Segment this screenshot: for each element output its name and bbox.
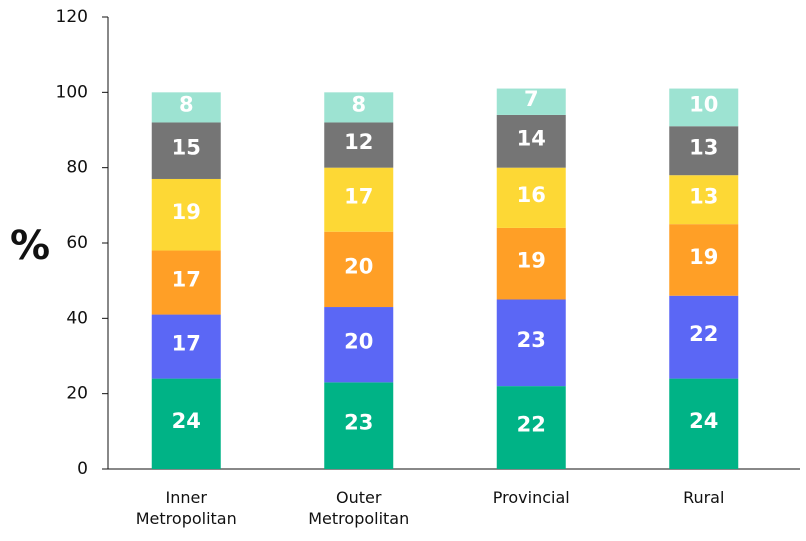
data-label: 24 (689, 409, 718, 433)
data-label: 23 (517, 328, 546, 352)
bar-segment (324, 382, 394, 469)
data-label: 14 (517, 126, 546, 150)
bar-segment (669, 378, 739, 469)
data-label: 17 (172, 268, 201, 292)
data-label: 15 (172, 136, 201, 160)
data-label: 7 (524, 87, 539, 111)
x-tick-label: Rural (683, 488, 725, 507)
y-tick-label: 60 (66, 233, 88, 253)
y-tick-label: 80 (66, 158, 88, 178)
bar-segment (496, 167, 566, 228)
bar-segment (151, 92, 221, 123)
bar-segment (669, 88, 739, 127)
data-label: 24 (172, 409, 201, 433)
bar-segment (496, 299, 566, 387)
y-tick-label: 0 (77, 459, 88, 479)
bar-segment (669, 126, 739, 176)
data-label: 22 (517, 413, 546, 437)
bar-segment (324, 307, 394, 383)
data-label: 20 (344, 254, 373, 278)
data-label: 19 (689, 245, 718, 269)
y-tick-label: 100 (56, 82, 88, 102)
data-label: 19 (172, 200, 201, 224)
data-label: 20 (344, 330, 373, 354)
bar-segment (669, 295, 739, 379)
bar-segment (324, 92, 394, 123)
bar-segment (324, 167, 394, 232)
bar-segment (151, 314, 221, 379)
bar-segment (151, 250, 221, 315)
data-label: 22 (689, 322, 718, 346)
data-label: 17 (344, 185, 373, 209)
data-label: 13 (689, 185, 718, 209)
data-label: 16 (517, 183, 546, 207)
bar-segment (496, 114, 566, 168)
data-label: 12 (344, 130, 373, 154)
bar-segment (496, 386, 566, 469)
data-label: 17 (172, 332, 201, 356)
y-axis-label: % (10, 223, 50, 269)
bar-segment (151, 122, 221, 179)
bar-segment (151, 178, 221, 251)
bar-segment (669, 175, 739, 225)
bar-segment (324, 231, 394, 308)
data-label: 13 (689, 136, 718, 160)
x-tick-label: Outer Metropolitan (308, 488, 410, 528)
data-label: 8 (351, 92, 366, 116)
y-tick-label: 20 (66, 384, 88, 404)
data-label: 23 (344, 411, 373, 435)
y-tick-label: 120 (56, 7, 88, 27)
bar-segment (669, 224, 739, 296)
x-tick-label: Provincial (492, 488, 570, 507)
x-tick-label: Inner Metropolitan (135, 488, 237, 528)
bar-segment (324, 122, 394, 168)
data-label: 10 (689, 92, 718, 116)
bar-segment (151, 378, 221, 469)
bar-segment (496, 88, 566, 115)
data-label: 8 (179, 92, 194, 116)
data-label: 19 (517, 249, 546, 273)
bar-segment (496, 227, 566, 300)
y-tick-label: 40 (66, 308, 88, 328)
